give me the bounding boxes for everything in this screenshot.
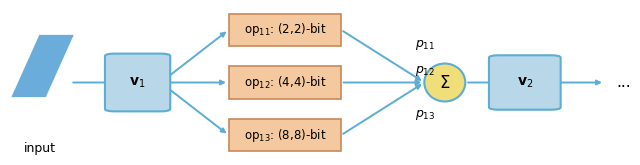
Text: $\mathbf{v}_1$: $\mathbf{v}_1$ [129,75,146,90]
FancyBboxPatch shape [229,66,340,99]
Text: $p_{13}$: $p_{13}$ [415,109,435,122]
Text: op$_{13}$: (8,8)-bit: op$_{13}$: (8,8)-bit [244,127,326,144]
Text: $p_{11}$: $p_{11}$ [415,38,435,51]
Text: $\mathbf{v}_2$: $\mathbf{v}_2$ [516,75,533,90]
Text: $\Sigma$: $\Sigma$ [439,73,451,92]
Text: input: input [24,142,56,155]
FancyBboxPatch shape [489,55,561,110]
Text: ...: ... [617,75,631,90]
FancyBboxPatch shape [229,119,340,151]
FancyBboxPatch shape [105,54,170,111]
Polygon shape [11,35,74,97]
Ellipse shape [424,64,465,101]
Text: op$_{12}$: (4,4)-bit: op$_{12}$: (4,4)-bit [244,74,326,91]
Text: $p_{12}$: $p_{12}$ [415,64,435,78]
FancyBboxPatch shape [229,14,340,46]
Text: op$_{11}$: (2,2)-bit: op$_{11}$: (2,2)-bit [244,21,326,38]
